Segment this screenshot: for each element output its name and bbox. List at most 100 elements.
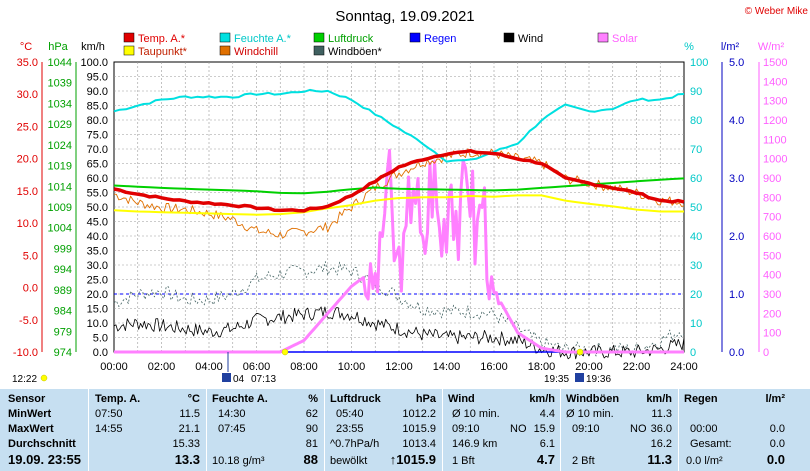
weather-chart: Sonntag, 19.09.2021 © Weber Mike Temp. A.*… (12, 6, 809, 385)
temp-min-time: 07:50 (95, 408, 123, 420)
tick-wind: 55.0 (87, 188, 108, 200)
tick-solar: 500 (763, 250, 781, 262)
rain-current-label: 0.0 l/m² (686, 455, 723, 467)
tick-pressure: 999 (54, 243, 72, 255)
gust-avg-label: Ø 10 min. (566, 408, 614, 420)
tick-pressure: 1044 (48, 57, 72, 69)
tick-time: 22:00 (623, 361, 651, 373)
tick-humidity: 60 (690, 173, 702, 185)
tick-time: 08:00 (290, 361, 318, 373)
tick-solar: 1300 (763, 96, 787, 108)
gust-max-dir: NO (630, 423, 647, 435)
tick-time: 12:00 (385, 361, 413, 373)
series-gusts (113, 261, 685, 357)
tick-time: 06:00 (243, 361, 271, 373)
hdr-gust-unit: km/h (646, 393, 672, 405)
press-condition: bewölkt (330, 455, 368, 467)
copyright: © Weber Mike (745, 6, 809, 17)
tick-humidity: 30 (690, 260, 702, 272)
tick-wind: 80.0 (87, 115, 108, 127)
tick-solar: 200 (763, 308, 781, 320)
tick-pressure: 979 (54, 326, 72, 338)
tick-pressure: 1014 (48, 181, 72, 193)
temp-min: 11.5 (179, 408, 200, 420)
tick-wind: 15.0 (87, 304, 108, 316)
legend-swatch (597, 32, 609, 43)
sunrise-time: 07:13 (251, 374, 276, 385)
tick-solar: 100 (763, 328, 781, 340)
wind-avg10: 4.4 (539, 408, 555, 420)
legend-label: Windböen* (328, 46, 383, 58)
tick-solar: 1400 (763, 76, 787, 88)
tick-pressure: 1029 (48, 119, 72, 131)
moonrise-time: 04 (233, 374, 245, 385)
tick-pressure: 1039 (48, 78, 72, 90)
tick-time: 00:00 (100, 361, 128, 373)
row-current: 19.09. 23:55 (8, 452, 82, 467)
series-solar (114, 148, 684, 354)
tick-time: 10:00 (338, 361, 366, 373)
legend-swatch (123, 45, 135, 56)
tick-time: 14:00 (433, 361, 461, 373)
tick-pressure: 974 (54, 347, 72, 359)
tick-rain: 5.0 (729, 57, 744, 69)
tick-temp: 15.0 (17, 186, 38, 198)
legend-label: Solar (612, 33, 638, 45)
moonrise-icon (222, 373, 231, 382)
press-max-time: 23:55 (336, 423, 364, 435)
tick-wind: 45.0 (87, 217, 108, 229)
legend-label: Luftdruck (328, 33, 374, 45)
tick-temp: 35.0 (17, 57, 38, 69)
hdr-rain: Regen (684, 393, 718, 405)
press-current: ↑1015.9 (389, 452, 436, 467)
sunrise-marker (281, 348, 289, 356)
tick-solar: 800 (763, 192, 781, 204)
series-humidity (113, 88, 685, 163)
hdr-hum: Feuchte A. (212, 393, 268, 405)
wind-distance: 146.9 km (452, 438, 498, 450)
temp-max-time: 14:55 (95, 423, 123, 435)
tick-temp: 10.0 (17, 218, 38, 230)
series-windchill (113, 148, 685, 239)
tick-wind: 60.0 (87, 173, 108, 185)
tick-wind: 75.0 (87, 130, 108, 142)
hdr-wind-unit: km/h (529, 393, 555, 405)
wind-current: 4.7 (536, 452, 555, 467)
rain-current: 0.0 (766, 452, 785, 467)
tick-temp: -5.0 (19, 315, 38, 327)
moon-marker (40, 374, 48, 382)
legend-label: Windchill (234, 46, 278, 58)
legend-label: Taupunkt* (138, 46, 188, 58)
tick-wind: 20.0 (87, 289, 108, 301)
legend-swatch (503, 32, 515, 43)
tick-pressure: 989 (54, 285, 72, 297)
gust-beaufort: 2 Bft (572, 455, 595, 467)
tick-wind: 65.0 (87, 159, 108, 171)
tick-wind: 95.0 (87, 72, 108, 84)
legend-label: Temp. A.* (138, 33, 186, 45)
unit-wind: km/h (81, 41, 105, 53)
tick-solar: 1000 (763, 154, 787, 166)
tick-pressure: 1004 (48, 223, 72, 235)
legend-swatch (313, 45, 325, 56)
press-max: 1015.9 (402, 423, 436, 435)
tick-temp: -10.0 (13, 347, 38, 359)
press-min: 1012.2 (402, 408, 436, 420)
tick-humidity: 10 (690, 318, 702, 330)
tick-solar: 700 (763, 212, 781, 224)
press-min-time: 05:40 (336, 408, 364, 420)
wind-beaufort: 1 Bft (452, 455, 475, 467)
press-trend-value: 1013.4 (402, 438, 436, 450)
moonset-icon (575, 373, 584, 382)
wind-max-time: 09:10 (452, 423, 480, 435)
tick-solar: 600 (763, 231, 781, 243)
tick-solar: 300 (763, 289, 781, 301)
rain-max-time: 00:00 (690, 423, 718, 435)
legend-swatch (123, 32, 135, 43)
row-avg: Durchschnitt (8, 438, 76, 450)
sunset-marker (576, 348, 584, 356)
temp-max: 21.1 (178, 423, 200, 435)
tick-humidity: 90 (690, 86, 702, 98)
hum-min-time: 14:30 (218, 408, 246, 420)
gust-avg10: 11.3 (651, 408, 672, 420)
